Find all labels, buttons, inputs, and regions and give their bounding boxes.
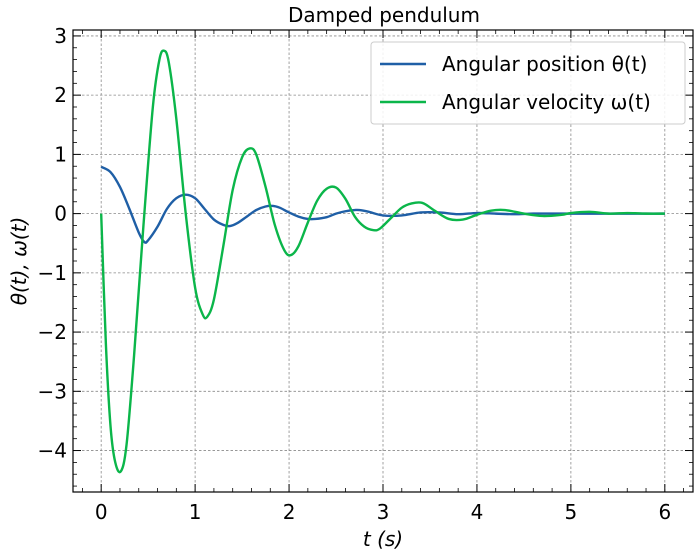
y-tick-labels: −4 −3 −2 −1 0 1 2 3: [38, 24, 67, 463]
y-tick-label: 1: [54, 142, 67, 166]
ticks: [73, 30, 693, 492]
x-tick-labels: 0 1 2 3 4 5 6: [95, 500, 671, 524]
x-tick-label: 0: [95, 500, 108, 524]
x-tick-label: 3: [377, 500, 390, 524]
x-tick-label: 6: [658, 500, 671, 524]
series-group: [99, 49, 665, 474]
series-line-velocity: [99, 49, 665, 474]
legend-box: [370, 41, 686, 125]
x-tick-label: 4: [471, 500, 484, 524]
y-tick-label: 2: [54, 83, 67, 107]
y-tick-label: 0: [54, 202, 67, 226]
y-tick-label: −2: [38, 320, 67, 344]
legend-label-velocity: Angular velocity ω(t): [442, 90, 651, 114]
x-tick-label: 5: [565, 500, 578, 524]
x-tick-label: 2: [283, 500, 296, 524]
y-axis-label: θ(t), ω(t): [7, 217, 31, 306]
y-tick-label: −3: [38, 379, 67, 403]
legend: Angular position θ(t) Angular velocity ω…: [370, 41, 686, 125]
y-tick-label: 3: [54, 24, 67, 48]
x-axis-label: t (s): [363, 527, 403, 551]
x-tick-label: 1: [189, 500, 202, 524]
y-tick-label: −4: [38, 439, 67, 463]
chart-title: Damped pendulum: [288, 3, 480, 27]
y-tick-label: −1: [38, 261, 67, 285]
legend-label-position: Angular position θ(t): [442, 52, 647, 76]
series-line-position: [100, 165, 665, 244]
